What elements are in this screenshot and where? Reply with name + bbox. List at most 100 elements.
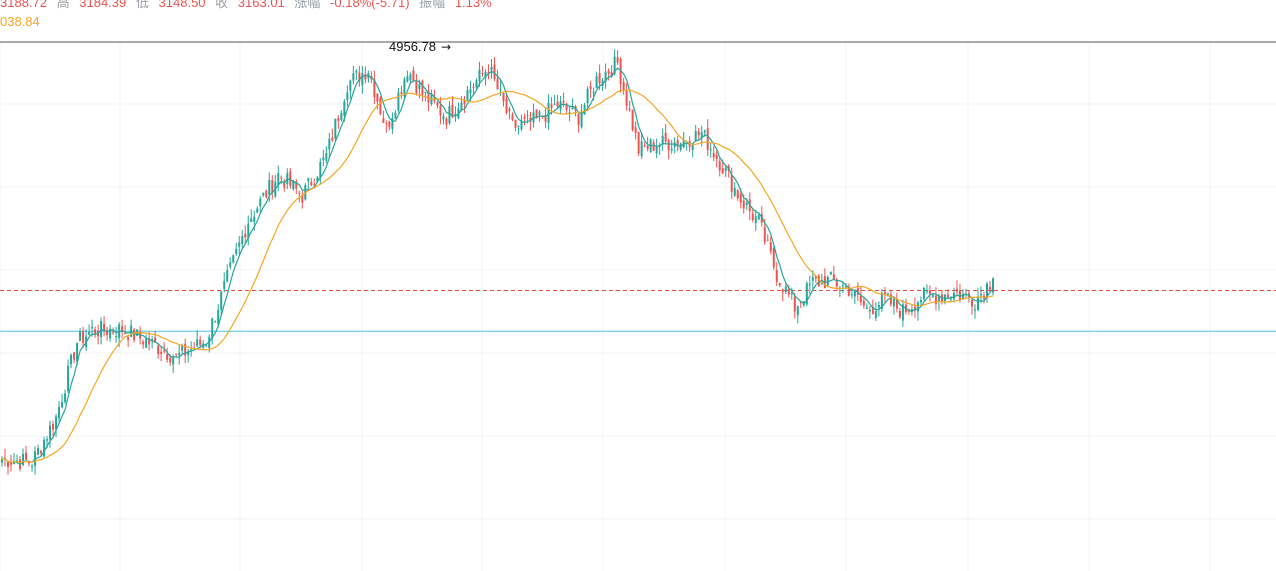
close-value: 3163.01 [237, 0, 285, 10]
candle-body [424, 92, 427, 94]
candle-body [976, 296, 979, 311]
candle-body [529, 117, 532, 122]
candle-body [916, 302, 919, 312]
candle-body [46, 439, 49, 441]
candle-body [592, 92, 595, 94]
candle-body [811, 277, 814, 281]
candle-body [487, 72, 490, 74]
candle-body [769, 242, 772, 252]
candle-body [757, 215, 760, 220]
candle-body [694, 131, 697, 142]
candle-body [565, 103, 568, 110]
candle-body [214, 321, 217, 323]
candle-body [892, 298, 895, 307]
candle-body [217, 309, 220, 325]
candle-body [835, 279, 838, 287]
candle-body [667, 140, 670, 151]
candle-body [316, 177, 319, 182]
candle-body [178, 352, 181, 356]
candle-body [337, 118, 340, 121]
candle-body [781, 289, 784, 293]
candle-body [514, 119, 517, 128]
candle-body [862, 300, 865, 306]
candle-body [91, 327, 94, 329]
candle-body [988, 286, 991, 290]
candle-body [919, 300, 922, 303]
candle-body [187, 351, 190, 356]
candle-body [361, 73, 364, 86]
candle-body [508, 108, 511, 111]
candle-body [472, 86, 475, 88]
candle-body [232, 255, 235, 263]
candle-body [754, 216, 757, 224]
candle-body [952, 292, 955, 300]
candle-body [763, 226, 766, 242]
candle-body [992, 278, 994, 293]
candle-body [409, 74, 412, 81]
candle-body [250, 218, 253, 222]
candle-body [253, 216, 256, 222]
candle-body [544, 114, 547, 122]
candle-body [958, 290, 961, 300]
candle-body [469, 89, 472, 94]
candle-body [349, 80, 352, 91]
candle-body [886, 293, 889, 297]
candle-body [259, 198, 262, 207]
candle-body [799, 302, 802, 304]
change-value: -0.18%(-5.71) [330, 0, 410, 10]
candle-body [157, 345, 160, 355]
candle-body [691, 145, 694, 150]
candle-body [859, 295, 862, 303]
candle-body [841, 285, 844, 287]
candle-body [865, 307, 868, 309]
candle-body [970, 299, 973, 307]
high-label: 高 [56, 0, 70, 10]
candle-body [877, 304, 880, 308]
candle-body [37, 447, 40, 455]
candle-body [109, 328, 112, 339]
candle-body [256, 208, 259, 213]
candle-body [340, 112, 343, 121]
candle-body [655, 146, 658, 154]
candle-body [850, 294, 853, 296]
candle-body [499, 89, 502, 91]
candle-body [895, 299, 898, 309]
candle-body [22, 454, 25, 465]
candle-body [391, 118, 394, 130]
candle-body [127, 336, 130, 341]
candle-body [280, 177, 283, 179]
candle-body [736, 190, 739, 199]
candle-body [724, 167, 727, 171]
candle-body [67, 366, 70, 392]
candle-body [709, 149, 712, 151]
candle-body [853, 289, 856, 297]
candle-body [604, 71, 607, 83]
candle-body [787, 288, 790, 295]
candle-body [760, 214, 763, 223]
candle-body [925, 290, 928, 292]
candle-body [28, 461, 31, 464]
candle-body [421, 80, 424, 95]
candle-body [415, 80, 418, 94]
candle-body [607, 70, 610, 74]
candle-body [229, 262, 232, 267]
candle-body [475, 80, 478, 88]
candle-body [772, 247, 775, 268]
candle-body [262, 193, 265, 196]
candle-body [238, 242, 241, 247]
candle-body [145, 339, 148, 348]
low-value: 3148.50 [158, 0, 206, 10]
candle-body [313, 184, 316, 186]
candle-body [94, 329, 97, 335]
candle-body [832, 274, 835, 280]
candle-body [751, 213, 754, 220]
candle-body [946, 294, 949, 298]
candle-body [343, 101, 346, 116]
candle-body [358, 72, 361, 82]
candle-body [775, 270, 778, 283]
candle-body [412, 70, 415, 81]
candle-body [526, 115, 529, 117]
candle-body [829, 271, 832, 275]
candle-body [235, 248, 238, 255]
